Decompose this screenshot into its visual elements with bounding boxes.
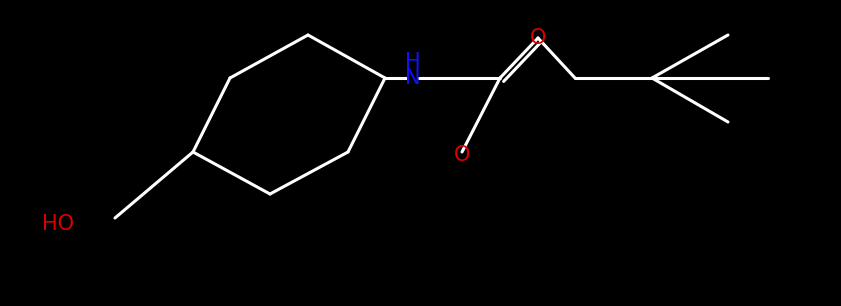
Text: N: N [405, 68, 420, 88]
Text: O: O [454, 145, 470, 165]
Text: H: H [405, 52, 420, 72]
Text: O: O [530, 28, 546, 48]
Text: HO: HO [42, 214, 74, 234]
